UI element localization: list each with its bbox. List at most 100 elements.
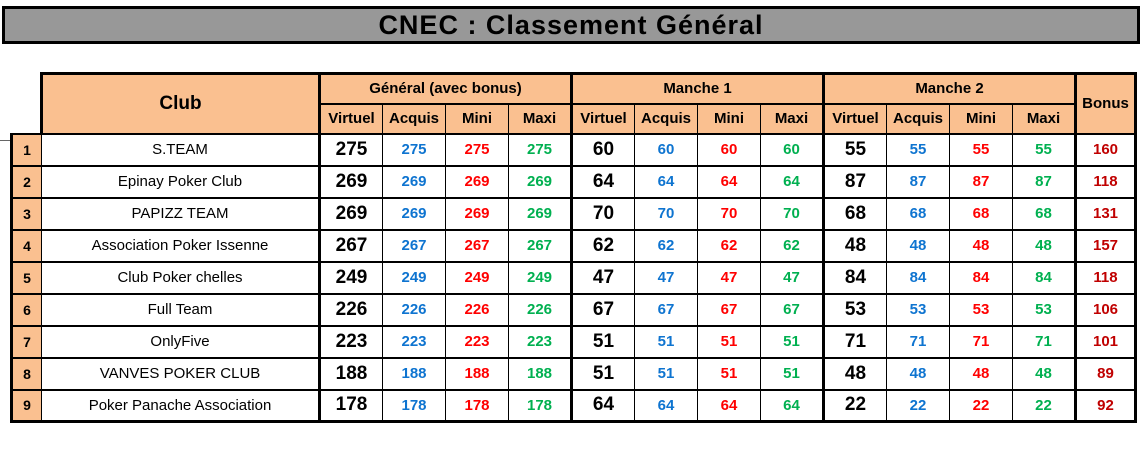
group-header-manche2: Manche 2: [822, 72, 1076, 105]
corner-spacer: [12, 74, 42, 134]
general-maxi-cell: 178: [508, 388, 572, 423]
title-bar: CNEC : Classement Général: [2, 6, 1140, 44]
table-row: 8 VANVES POKER CLUB 188 188 188 188 51 51 51 51 48…: [10, 356, 1137, 391]
club-cell: Epinay Poker Club: [41, 164, 320, 199]
manche1-maxi-cell: 64: [760, 164, 824, 199]
rank-cell: 9: [10, 388, 42, 423]
general-mini-cell: 226: [445, 292, 509, 327]
bonus-header: Bonus: [1074, 72, 1137, 135]
manche2-maxi-cell: 84: [1012, 260, 1076, 295]
general-virtuel-cell: 269: [318, 164, 383, 199]
manche2-maxi-cell: 87: [1012, 164, 1076, 199]
manche2-acquis-cell: 22: [886, 388, 950, 423]
bonus-cell: 118: [1074, 260, 1137, 295]
bonus-cell: 89: [1074, 356, 1137, 391]
manche1-virtuel-cell: 51: [570, 324, 635, 359]
general-virtuel-cell: 267: [318, 228, 383, 263]
manche2-virtuel-cell: 55: [822, 132, 887, 167]
general-acquis-cell: 226: [382, 292, 446, 327]
manche1-maxi-cell: 60: [760, 132, 824, 167]
club-cell: Association Poker Issenne: [41, 228, 320, 263]
subheader-manche2-virtuel: Virtuel: [822, 102, 887, 135]
subheader-manche2-mini: Mini: [949, 102, 1013, 135]
manche2-mini-cell: 84: [949, 260, 1013, 295]
manche2-acquis-cell: 53: [886, 292, 950, 327]
manche1-acquis-cell: 62: [634, 228, 698, 263]
manche1-mini-cell: 67: [697, 292, 761, 327]
table-body: 1 S.TEAM 275 275 275 275 60 60 60 60 55 55 55 55 160 2 E…: [10, 132, 1137, 423]
ranking-table: Club Général (avec bonus) Manche 1 Manch…: [10, 72, 1137, 423]
manche1-acquis-cell: 70: [634, 196, 698, 231]
manche2-mini-cell: 87: [949, 164, 1013, 199]
subheader-general-mini: Mini: [445, 102, 509, 135]
manche2-virtuel-cell: 84: [822, 260, 887, 295]
manche2-virtuel-cell: 53: [822, 292, 887, 327]
manche1-virtuel-cell: 62: [570, 228, 635, 263]
group-header-manche1: Manche 1: [570, 72, 824, 105]
table-row: 6 Full Team 226 226 226 226 67 67 67 67 53 53 53 53 10…: [10, 292, 1137, 327]
subheader-manche2-acquis: Acquis: [886, 102, 950, 135]
general-acquis-cell: 269: [382, 196, 446, 231]
manche1-acquis-cell: 64: [634, 164, 698, 199]
general-maxi-cell: 223: [508, 324, 572, 359]
bonus-cell: 160: [1074, 132, 1137, 167]
manche1-maxi-cell: 64: [760, 388, 824, 423]
manche1-mini-cell: 60: [697, 132, 761, 167]
manche2-mini-cell: 22: [949, 388, 1013, 423]
general-acquis-cell: 178: [382, 388, 446, 423]
group-header-general: Général (avec bonus): [318, 72, 572, 105]
general-virtuel-cell: 275: [318, 132, 383, 167]
general-maxi-cell: 275: [508, 132, 572, 167]
club-cell: Poker Panache Association: [41, 388, 320, 423]
manche1-maxi-cell: 51: [760, 324, 824, 359]
manche2-virtuel-cell: 71: [822, 324, 887, 359]
manche2-maxi-cell: 55: [1012, 132, 1076, 167]
manche1-maxi-cell: 47: [760, 260, 824, 295]
table-row: 4 Association Poker Issenne 267 267 267 267 62…: [10, 228, 1137, 263]
manche2-mini-cell: 48: [949, 356, 1013, 391]
manche2-virtuel-cell: 48: [822, 356, 887, 391]
manche1-virtuel-cell: 64: [570, 164, 635, 199]
manche2-acquis-cell: 48: [886, 356, 950, 391]
manche1-acquis-cell: 51: [634, 356, 698, 391]
general-virtuel-cell: 178: [318, 388, 383, 423]
header-group-row: Club Général (avec bonus) Manche 1 Manch…: [12, 72, 1137, 135]
manche2-maxi-cell: 48: [1012, 356, 1076, 391]
rank-cell: 5: [10, 260, 42, 295]
general-virtuel-cell: 188: [318, 356, 383, 391]
manche2-mini-cell: 71: [949, 324, 1013, 359]
manche2-virtuel-cell: 22: [822, 388, 887, 423]
bonus-cell: 101: [1074, 324, 1137, 359]
manche1-mini-cell: 51: [697, 356, 761, 391]
manche1-acquis-cell: 51: [634, 324, 698, 359]
page-title: CNEC : Classement Général: [378, 9, 764, 40]
rank-cell: 4: [10, 228, 42, 263]
manche2-acquis-cell: 48: [886, 228, 950, 263]
table-row: 3 PAPIZZ TEAM 269 269 269 269 70 70 70 70 68 68 68 68…: [10, 196, 1137, 231]
subheader-manche1-maxi: Maxi: [760, 102, 824, 135]
manche1-acquis-cell: 67: [634, 292, 698, 327]
table-row: 1 S.TEAM 275 275 275 275 60 60 60 60 55 55 55 55 160: [10, 132, 1137, 167]
subheader-manche1-virtuel: Virtuel: [570, 102, 635, 135]
manche2-virtuel-cell: 48: [822, 228, 887, 263]
manche1-mini-cell: 64: [697, 164, 761, 199]
bonus-cell: 106: [1074, 292, 1137, 327]
manche1-mini-cell: 51: [697, 324, 761, 359]
general-maxi-cell: 269: [508, 164, 572, 199]
rank-cell: 7: [10, 324, 42, 359]
club-cell: Full Team: [41, 292, 320, 327]
general-maxi-cell: 249: [508, 260, 572, 295]
table-row: 9 Poker Panache Association 178 178 178 178 64…: [10, 388, 1137, 423]
table-row: 2 Epinay Poker Club 269 269 269 269 64 64 64 64 87…: [10, 164, 1137, 199]
general-virtuel-cell: 226: [318, 292, 383, 327]
general-acquis-cell: 269: [382, 164, 446, 199]
rank-cell: 8: [10, 356, 42, 391]
manche1-virtuel-cell: 51: [570, 356, 635, 391]
club-cell: PAPIZZ TEAM: [41, 196, 320, 231]
general-mini-cell: 269: [445, 196, 509, 231]
general-maxi-cell: 188: [508, 356, 572, 391]
manche1-maxi-cell: 51: [760, 356, 824, 391]
club-cell: Club Poker chelles: [41, 260, 320, 295]
general-mini-cell: 223: [445, 324, 509, 359]
manche1-virtuel-cell: 60: [570, 132, 635, 167]
